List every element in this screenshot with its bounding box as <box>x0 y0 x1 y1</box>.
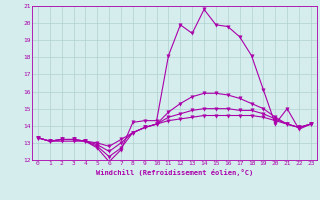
X-axis label: Windchill (Refroidissement éolien,°C): Windchill (Refroidissement éolien,°C) <box>96 169 253 176</box>
